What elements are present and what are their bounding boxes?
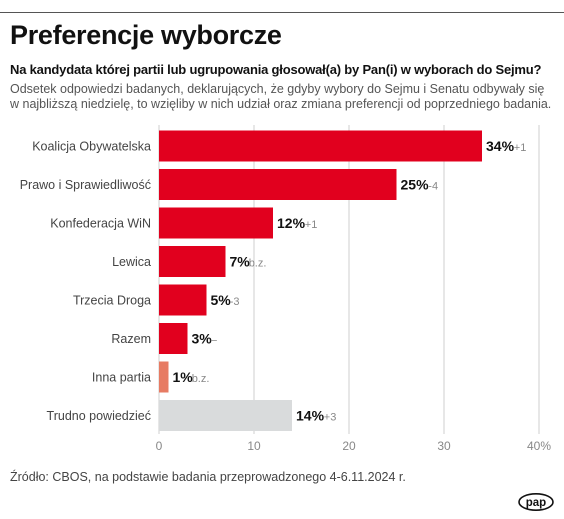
value-label: 34% xyxy=(486,138,515,154)
category-label: Konfederacja WiN xyxy=(50,217,151,231)
bar xyxy=(159,246,226,277)
chart-description: Odsetek odpowiedzi badanych, deklarujący… xyxy=(10,82,552,111)
bar xyxy=(159,169,397,200)
category-label: Trudno powiedzieć xyxy=(47,409,151,423)
bar xyxy=(159,361,169,393)
source-note: Źródło: CBOS, na podstawie badania przep… xyxy=(10,470,406,484)
value-label: 12% xyxy=(277,215,306,231)
category-label: Trzecia Droga xyxy=(73,294,151,308)
category-label: Lewica xyxy=(112,255,151,269)
x-axis-ticks: 0 10 20 30 40% xyxy=(156,439,552,453)
value-label: 7% xyxy=(230,254,251,270)
x-tick-label: 40% xyxy=(527,439,551,453)
x-tick-label: 10 xyxy=(247,439,261,453)
pap-logo-text: pap xyxy=(526,497,546,509)
change-label: -4 xyxy=(428,181,438,193)
bar xyxy=(159,323,188,354)
change-label: +1 xyxy=(514,142,527,154)
x-tick-label: 0 xyxy=(156,439,163,453)
change-label: – xyxy=(211,335,218,347)
top-rule xyxy=(0,12,564,13)
page-title: Preferencje wyborcze xyxy=(10,20,282,50)
value-label: 25% xyxy=(401,177,430,193)
change-label: -3 xyxy=(230,296,240,308)
change-label: +1 xyxy=(305,219,318,231)
category-label: Razem xyxy=(111,332,151,346)
chart-subtitle: Na kandydata której partii lub ugrupowan… xyxy=(10,62,542,77)
bar xyxy=(159,284,207,316)
value-label: 3% xyxy=(192,331,213,347)
pap-logo: pap xyxy=(518,493,554,511)
category-label: Prawo i Sprawiedliwość xyxy=(20,178,151,192)
bar xyxy=(159,400,292,431)
bars xyxy=(159,130,482,431)
change-label: b.z. xyxy=(192,373,210,385)
bar xyxy=(159,130,482,162)
bar xyxy=(159,207,273,239)
x-tick-label: 20 xyxy=(342,439,356,453)
value-label: 1% xyxy=(173,369,194,385)
value-label: 14% xyxy=(296,408,325,424)
value-label: 5% xyxy=(211,292,232,308)
category-label: Koalicja Obywatelska xyxy=(32,140,151,154)
change-label: b.z. xyxy=(249,258,267,270)
x-tick-label: 30 xyxy=(437,439,451,453)
category-label: Inna partia xyxy=(92,371,151,385)
change-label: +3 xyxy=(324,412,337,424)
